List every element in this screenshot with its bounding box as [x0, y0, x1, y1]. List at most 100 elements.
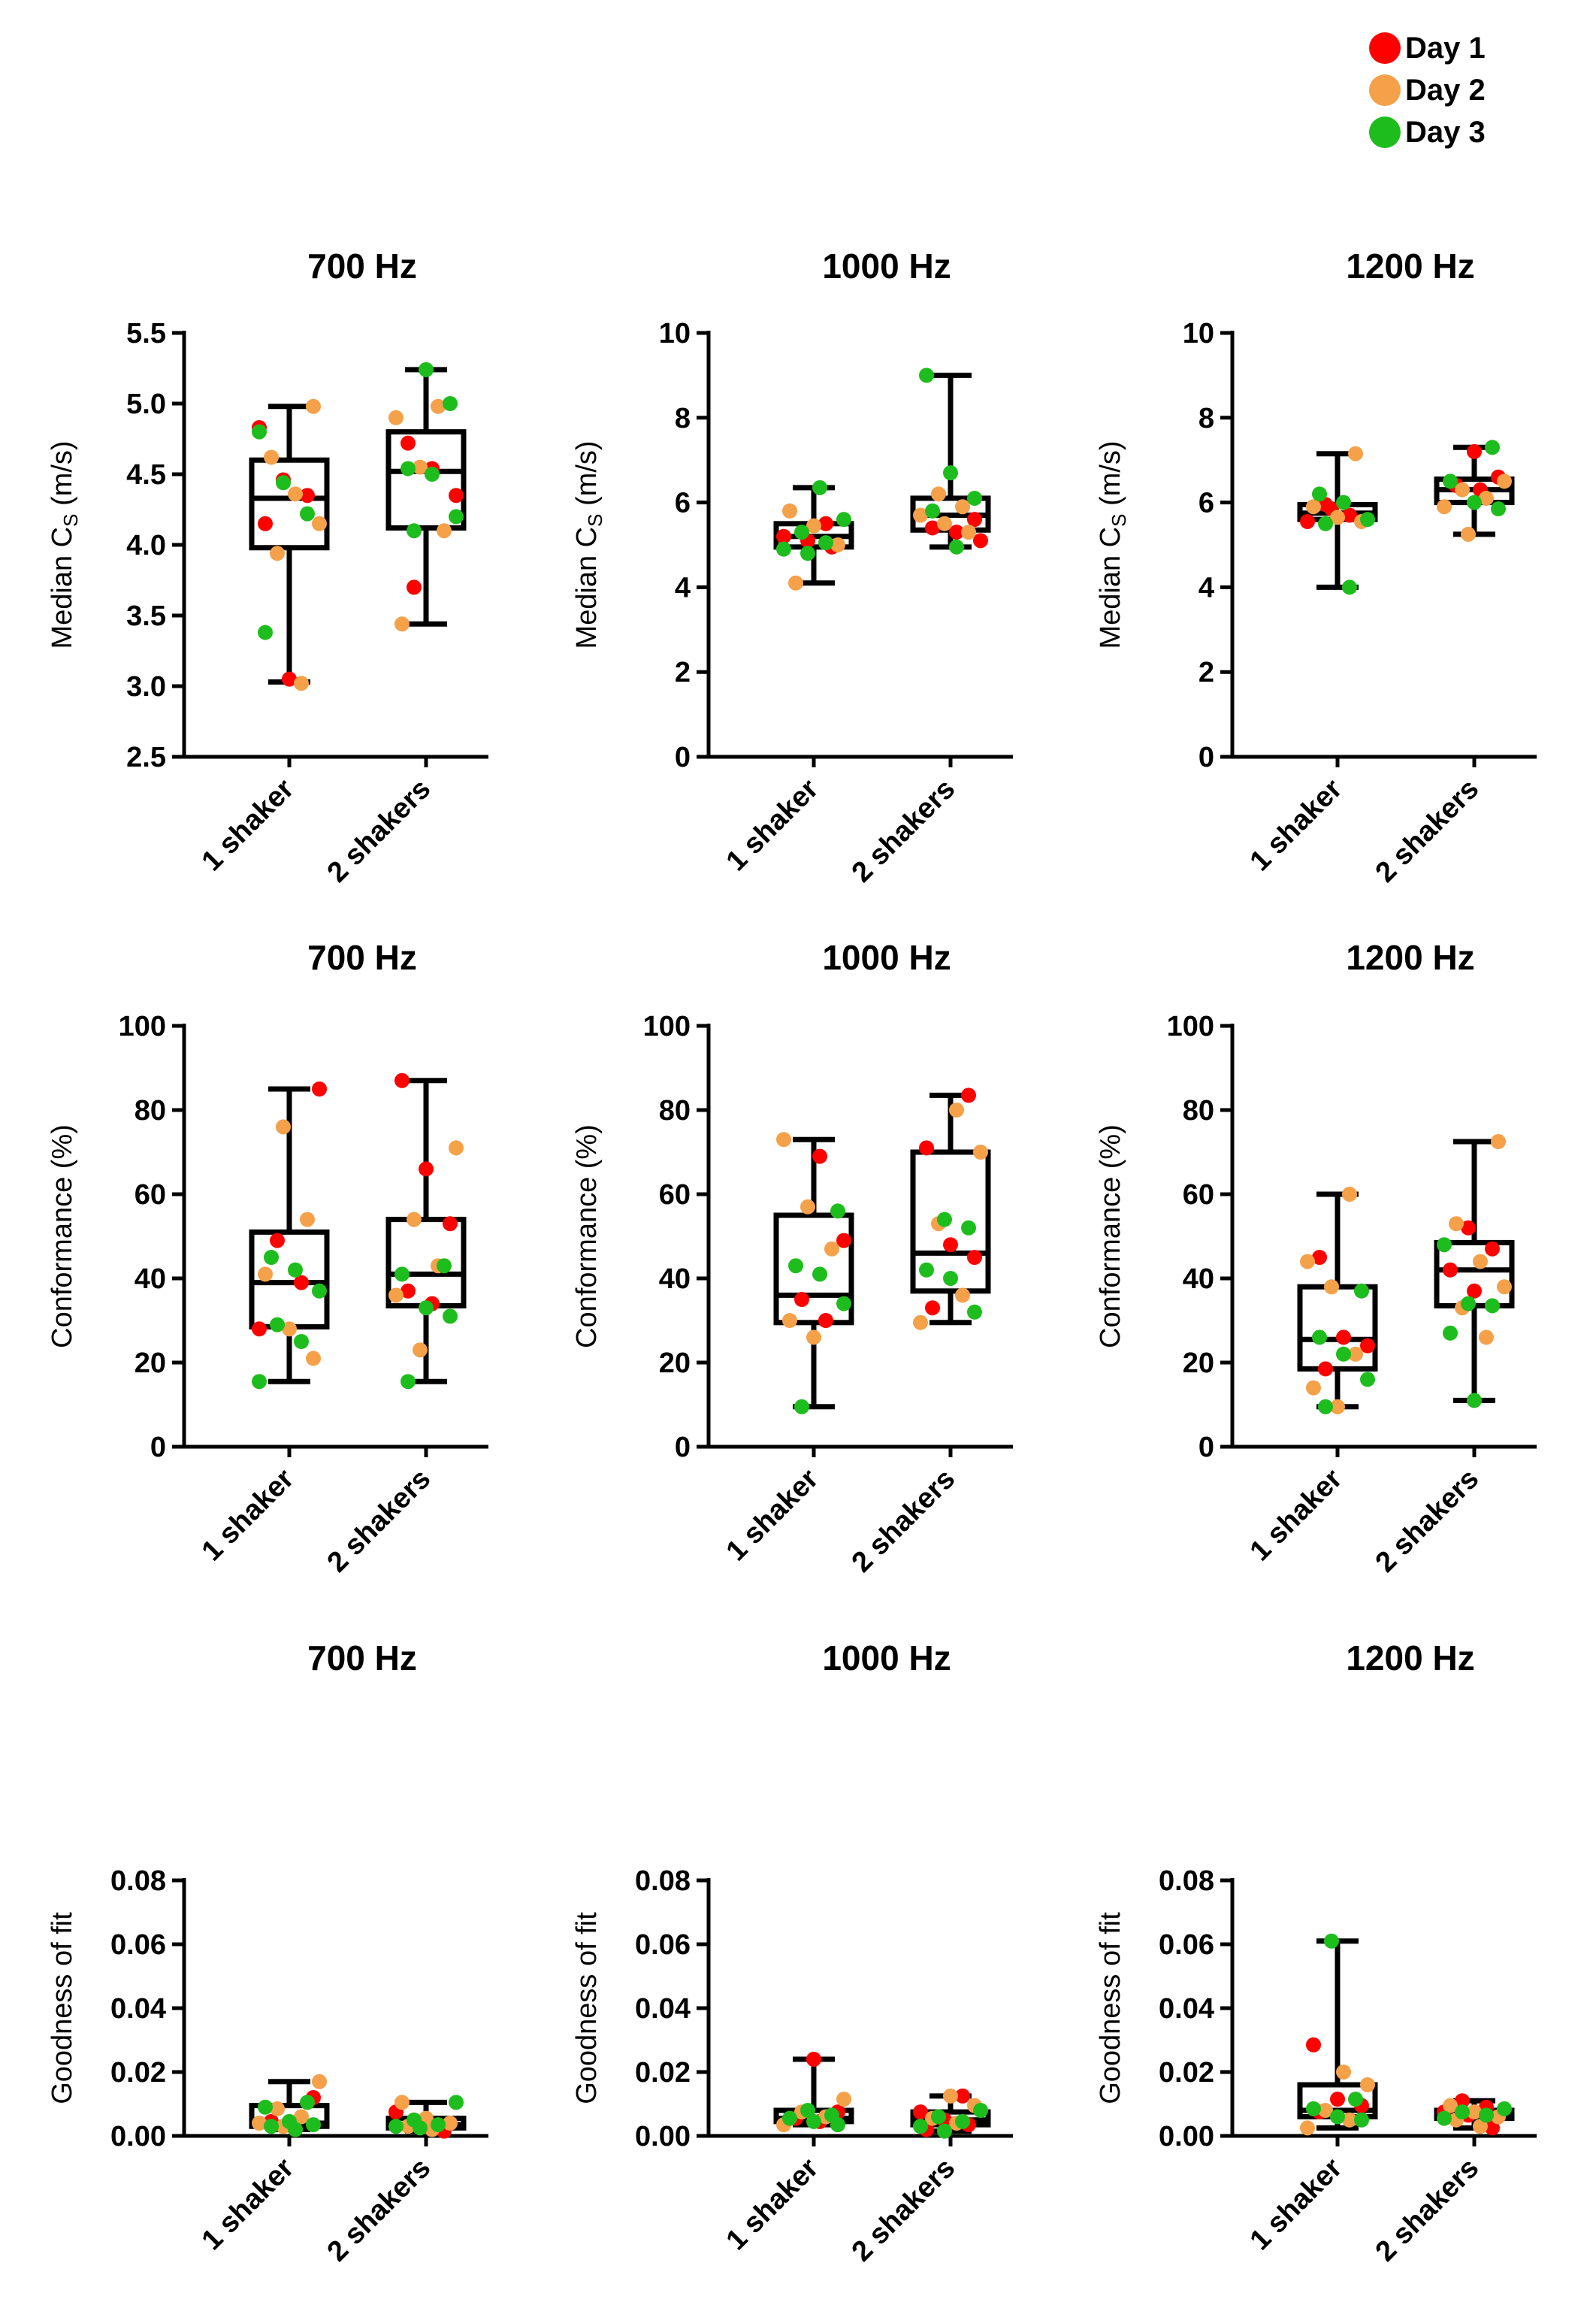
data-point-day-2 [1306, 1380, 1321, 1396]
data-point-day-3 [776, 541, 791, 557]
y-tick-label: 0 [150, 1432, 166, 1463]
data-point-day-1 [252, 1321, 267, 1337]
data-point-day-3 [288, 1262, 303, 1278]
data-point-day-2 [1437, 499, 1452, 515]
box-iqr [910, 1149, 991, 1294]
data-point-day-1 [818, 516, 833, 531]
panel-title: 1200 Hz [1346, 938, 1474, 977]
data-point-day-2 [1342, 2112, 1357, 2128]
data-point-day-3 [294, 1334, 309, 1349]
box-iqr [249, 457, 330, 551]
data-point-day-2 [1467, 2104, 1482, 2120]
panel-1: 700 Hz Median CS (m/s) 2.5 3.0 3.5 4.0 4.5 5.0 5… [47, 247, 488, 888]
y-tick-label: 6 [675, 488, 691, 519]
data-point-day-1 [407, 579, 422, 595]
data-point-day-3 [949, 539, 964, 555]
data-point-day-3 [443, 1308, 458, 1324]
x-tick-label: 1 shaker [1244, 2152, 1349, 2257]
data-point-day-1 [443, 1216, 458, 1232]
x-tick-label: 1 shaker [721, 1463, 825, 1568]
x-tick-label: 1 shaker [1244, 773, 1349, 878]
data-point-day-3 [955, 2113, 970, 2129]
data-point-day-1 [818, 1313, 833, 1328]
data-point-day-3 [425, 467, 440, 482]
data-point-day-3 [1312, 1329, 1327, 1345]
data-point-day-3 [258, 2099, 273, 2115]
data-point-day-3 [413, 2120, 428, 2136]
data-point-day-2 [270, 2101, 285, 2116]
data-point-day-3 [1354, 2112, 1369, 2128]
data-point-day-2 [312, 2074, 327, 2089]
data-point-day-3 [961, 1220, 976, 1236]
data-point-day-3 [300, 2095, 315, 2110]
data-point-day-1 [449, 488, 464, 504]
x-tick-label: 2 shakers [322, 2152, 437, 2268]
data-point-day-2 [388, 410, 404, 425]
data-point-day-3 [1348, 2092, 1363, 2107]
data-point-day-2 [1461, 526, 1476, 542]
y-tick-label: 80 [1183, 1095, 1214, 1127]
data-point-day-2 [806, 518, 821, 534]
data-point-day-2 [913, 507, 928, 523]
data-point-day-3 [1485, 1298, 1500, 1314]
data-point-day-1 [1336, 1329, 1351, 1345]
x-tick-label: 1 shaker [721, 2152, 825, 2257]
y-tick-label: 2.5 [126, 742, 166, 773]
data-point-day-2 [1443, 2098, 1458, 2113]
x-tick-label: 1 shaker [196, 2152, 301, 2257]
legend-label-day-2: Day 2 [1405, 73, 1486, 107]
data-point-day-2 [1348, 1346, 1363, 1362]
data-point-day-3 [967, 1304, 982, 1320]
y-axis-label: Median CS (m/s) [1095, 440, 1130, 649]
data-point-day-3 [1336, 1346, 1351, 1362]
data-point-day-1 [282, 671, 297, 687]
data-point-day-1 [1330, 2092, 1345, 2107]
data-point-day-3 [782, 2110, 797, 2126]
x-tick-label: 2 shakers [322, 773, 437, 889]
data-point-day-2 [949, 1103, 964, 1118]
data-point-day-3 [1467, 495, 1482, 510]
y-axis-label: Goodness of fit [47, 1912, 78, 2104]
data-point-day-3 [1491, 501, 1506, 517]
panel-title: 1000 Hz [822, 1638, 951, 1677]
data-point-day-1 [919, 1140, 934, 1156]
data-point-day-3 [288, 2122, 303, 2137]
y-tick-label: 60 [659, 1179, 691, 1211]
data-point-day-3 [252, 1374, 267, 1390]
data-point-day-3 [312, 1283, 327, 1299]
y-tick-label: 3.5 [126, 600, 166, 632]
data-point-day-2 [312, 516, 327, 531]
data-point-day-2 [913, 1314, 928, 1330]
data-point-day-1 [1312, 1250, 1327, 1265]
x-tick-label: 2 shakers [1370, 1463, 1486, 1579]
x-tick-label: 2 shakers [846, 2152, 962, 2268]
data-point-day-3 [836, 512, 851, 528]
data-point-day-3 [300, 506, 315, 522]
data-point-day-2 [1449, 1216, 1464, 1232]
box-iqr [773, 1212, 854, 1326]
y-tick-label: 0.02 [635, 2057, 691, 2089]
y-tick-label: 0 [1199, 742, 1214, 773]
y-tick-label: 8 [1199, 403, 1214, 434]
data-point-day-2 [836, 2092, 851, 2107]
data-point-day-3 [1360, 1372, 1375, 1387]
legend-marker-day-2 [1369, 74, 1401, 106]
y-tick-label: 0 [675, 1432, 691, 1463]
data-point-day-3 [419, 1300, 434, 1316]
y-tick-label: 4.5 [126, 459, 166, 491]
panel-7: 700 Hz Goodness of fit 0.00 0.02 0.04 0.06 0.0… [47, 1638, 488, 2267]
box-two-shakers [385, 1078, 467, 1384]
y-tick-label: 0.04 [1159, 1993, 1214, 2025]
x-tick-label: 2 shakers [1370, 773, 1486, 889]
legend-item-day-2: Day 2 [1369, 69, 1486, 111]
data-point-day-3 [1461, 1296, 1476, 1311]
x-tick-label: 1 shaker [721, 773, 825, 878]
data-point-day-3 [1330, 2109, 1345, 2125]
data-point-day-3 [1360, 512, 1375, 528]
y-tick-label: 5.0 [126, 389, 166, 420]
y-tick-label: 0 [675, 742, 691, 773]
data-point-day-2 [1348, 446, 1363, 461]
data-point-day-1 [294, 1275, 309, 1290]
panel-title: 700 Hz [307, 247, 417, 286]
data-point-day-3 [1324, 1933, 1339, 1949]
